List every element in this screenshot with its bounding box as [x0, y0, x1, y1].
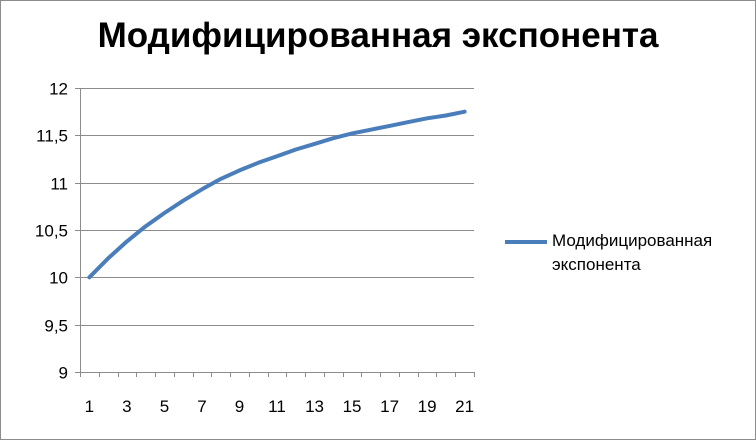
x-tick-label: 1: [85, 397, 94, 416]
x-tick-label: 13: [305, 397, 324, 416]
x-tick-label: 17: [380, 397, 399, 416]
y-tick-label: 10: [49, 269, 68, 288]
x-tick-label: 9: [235, 397, 244, 416]
legend-line-swatch: [505, 240, 547, 244]
x-tick-label: 11: [268, 397, 286, 416]
x-tick-label: 15: [343, 397, 362, 416]
y-tick-label: 12: [49, 80, 68, 99]
y-tick-label: 11: [50, 175, 68, 194]
y-tick-label: 9,5: [44, 317, 68, 336]
x-tick-label: 21: [455, 397, 474, 416]
y-tick-label: 11,5: [36, 127, 68, 146]
y-tick-label: 9: [59, 364, 68, 383]
x-tick-label: 19: [418, 397, 437, 416]
chart-title: Модифицированная экспонента: [97, 16, 659, 55]
series-line: [87, 109, 467, 280]
x-tick-label: 5: [160, 397, 169, 416]
x-tick-label: 7: [197, 397, 206, 416]
y-tick-label: 10,5: [35, 222, 68, 241]
legend-entry: Модифицированная экспонента: [552, 231, 713, 274]
x-tick-label: 3: [122, 397, 131, 416]
